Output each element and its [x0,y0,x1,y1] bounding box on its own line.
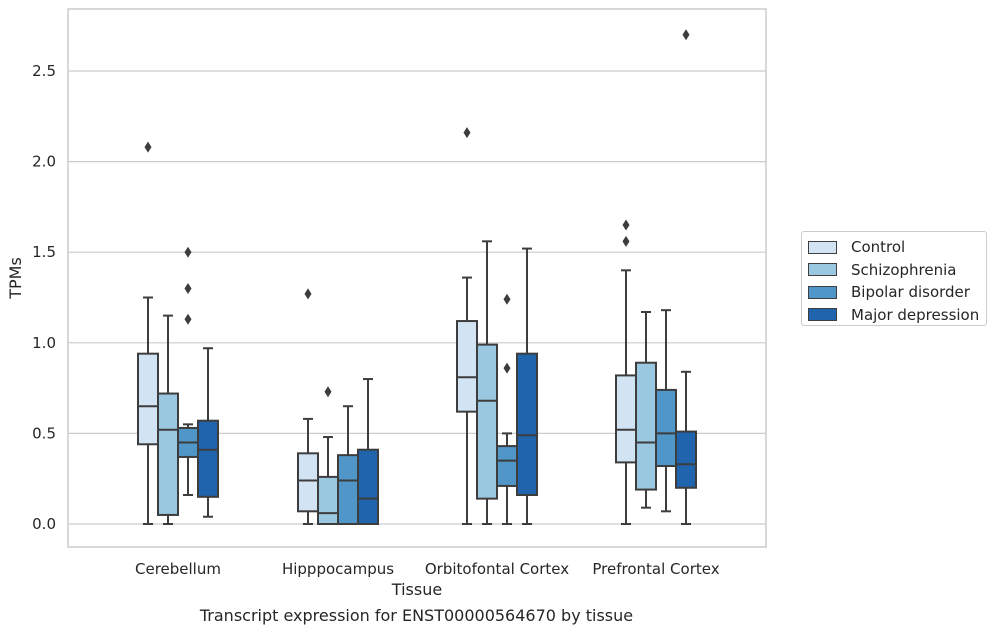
outlier-point [503,293,511,305]
legend-item: Bipolar disorder [808,281,980,304]
box [357,448,379,526]
chart-legend: Control Schizophrenia Bipolar disorder Majo… [801,231,987,326]
y-tick-label: 2.5 [32,62,56,80]
legend-swatch [808,285,837,299]
outlier-point [184,313,192,325]
legend-label: Schizophrenia [851,260,957,279]
outlier-point [324,386,332,398]
box [675,430,697,489]
box [197,419,219,498]
outlier-point [144,141,152,153]
box [635,361,657,491]
outlier-point [622,219,630,231]
x-axis-label: Tissue [391,580,442,599]
outlier-point [503,362,511,374]
y-tick-label: 1.0 [32,334,56,352]
x-tick-label: Orbitofontal Cortex [425,560,569,578]
outlier-point [622,235,630,247]
legend-item: Control [808,236,980,259]
box [297,452,319,513]
legend-swatch [808,263,837,277]
x-tick-label: Prefrontal Cortex [592,560,719,578]
box [456,320,478,413]
outlier-point [682,29,690,41]
outlier-point [184,282,192,294]
legend-label: Control [851,238,906,257]
legend-item: Major depression [808,304,980,327]
y-axis-label: TPMs [6,257,25,300]
legend-item: Schizophrenia [808,259,980,282]
y-tick-label: 1.5 [32,243,56,261]
outlier-point [184,246,192,258]
y-tick-label: 2.0 [32,153,56,171]
y-tick-label: 0.0 [32,515,56,533]
x-tick-label: Hipppocampus [282,560,394,578]
legend-label: Major depression [851,305,980,324]
x-tick-label: Cerebellum [135,560,221,578]
legend-swatch [808,240,837,254]
box [615,374,637,464]
box [337,454,359,526]
outlier-point [463,127,471,139]
box [496,445,518,487]
y-tick-label: 0.5 [32,424,56,442]
box [157,392,179,516]
outlier-point [304,288,312,300]
plot-frame [67,8,767,548]
legend-swatch [808,308,837,322]
box [317,475,339,525]
box [516,352,538,497]
legend-label: Bipolar disorder [851,283,970,302]
box [137,352,159,446]
box [476,343,498,500]
figure-caption: Transcript expression for ENST0000056467… [199,606,634,625]
box [655,388,677,468]
